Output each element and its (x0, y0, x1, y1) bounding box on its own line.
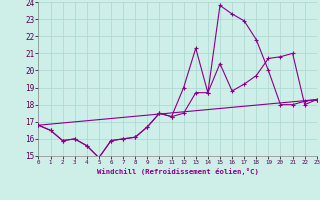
X-axis label: Windchill (Refroidissement éolien,°C): Windchill (Refroidissement éolien,°C) (97, 168, 259, 175)
